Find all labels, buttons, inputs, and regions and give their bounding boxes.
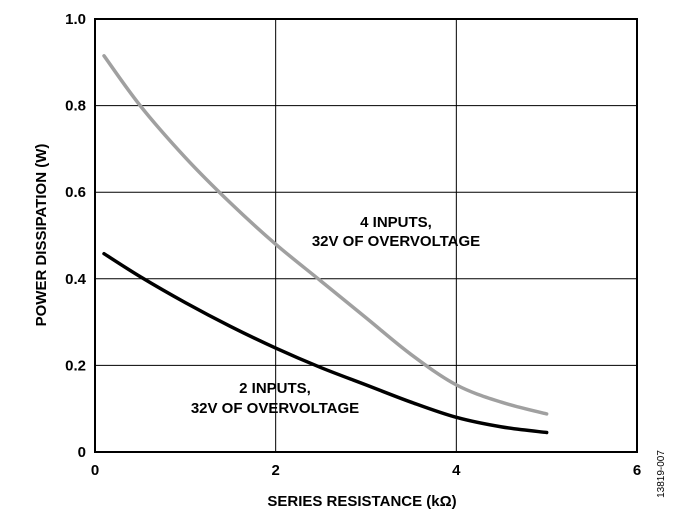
x-tick-label-2: 4 xyxy=(452,462,461,479)
annotation-2-inputs-line-1: 2 INPUTS, xyxy=(239,380,311,397)
y-tick-label-2: 0.4 xyxy=(65,271,87,288)
annotation-2-inputs-line-2: 32V OF OVERVOLTAGE xyxy=(191,400,359,417)
annotation-4-inputs-line-2: 32V OF OVERVOLTAGE xyxy=(312,233,480,250)
series-line-0 xyxy=(102,54,549,416)
figure-id: 13819-007 xyxy=(656,450,667,498)
y-tick-label-4: 0.8 xyxy=(65,98,86,115)
y-tick-labels: 0 0.2 0.4 0.6 0.8 1.0 xyxy=(65,11,87,461)
y-tick-label-3: 0.6 xyxy=(65,184,86,201)
y-tick-label-5: 1.0 xyxy=(65,11,86,28)
y-axis-title: POWER DISSIPATION (W) xyxy=(33,144,50,327)
annotation-4-inputs: 4 INPUTS, 32V OF OVERVOLTAGE xyxy=(312,214,480,250)
annotation-4-inputs-line-1: 4 INPUTS, xyxy=(360,214,432,231)
plot-frame xyxy=(94,18,638,453)
grid-lines xyxy=(95,19,637,452)
annotation-2-inputs: 2 INPUTS, 32V OF OVERVOLTAGE xyxy=(191,380,359,417)
x-tick-label-1: 2 xyxy=(271,462,279,479)
x-tick-label-3: 6 xyxy=(633,462,641,479)
y-tick-label-1: 0.2 xyxy=(65,357,86,374)
series-lines xyxy=(102,54,549,435)
x-axis-title: SERIES RESISTANCE (kΩ) xyxy=(267,493,456,510)
x-tick-label-0: 0 xyxy=(91,462,99,479)
x-tick-labels: 0 2 4 6 xyxy=(91,462,641,479)
y-tick-label-0: 0 xyxy=(78,444,86,461)
series-line-1 xyxy=(102,251,549,435)
